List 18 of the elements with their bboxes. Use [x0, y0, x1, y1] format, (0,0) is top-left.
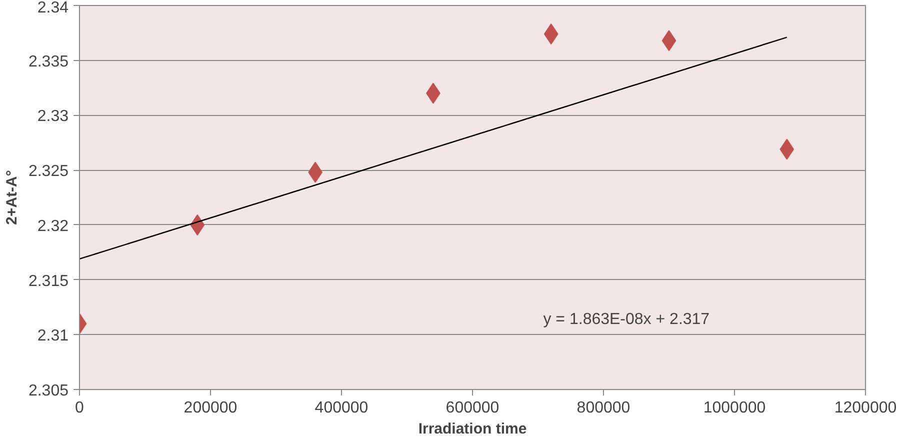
x-tick-label: 0 [75, 400, 84, 416]
annotation: y = 1.863E-08x + 2.317 [543, 311, 710, 328]
y-tick-label: 2.315 [28, 272, 69, 290]
x-tick-label: 600000 [446, 400, 500, 416]
x-tick-label: 1200000 [834, 400, 897, 416]
y-tick-label: 2.305 [28, 382, 69, 400]
y-tick-label: 2.31 [37, 328, 69, 345]
x-axis-title: Irradiation time [418, 420, 527, 438]
y-tick-label: 2.33 [37, 108, 69, 126]
x-tick-label: 200000 [184, 400, 238, 416]
x-tick-label: 400000 [314, 400, 368, 416]
y-tick-label: 2.335 [28, 53, 69, 70]
x-tick-label: 800000 [576, 400, 630, 416]
y-tick-label: 2.32 [37, 218, 69, 235]
y-tick-label: 2.34 [37, 0, 69, 16]
y-axis-title: 2+At-A° [3, 170, 20, 225]
x-tick-label: 1000000 [703, 400, 766, 416]
y-tick-label: 2.325 [28, 163, 69, 180]
